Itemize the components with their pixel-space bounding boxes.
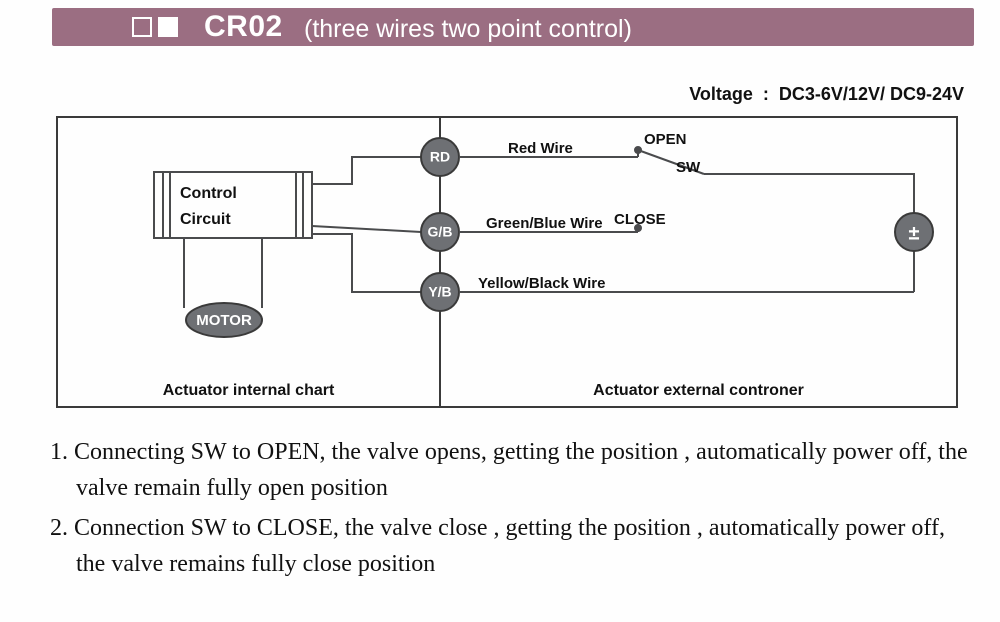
notes-block: 1. Connecting SW to OPEN, the valve open… (24, 434, 974, 586)
power-symbol: ± (909, 222, 920, 244)
close-label: CLOSE (614, 211, 666, 228)
motor-label: MOTOR (196, 312, 252, 329)
voltage-line: Voltage : DC3-6V/12V/ DC9-24V (689, 84, 964, 105)
title-bar: CR02 (three wires two point control) (52, 8, 974, 46)
title-subtitle: (three wires two point control) (304, 12, 632, 46)
square-icon (132, 17, 152, 37)
note-1: 1. Connecting SW to OPEN, the valve open… (24, 434, 974, 506)
note-2: 2. Connection SW to CLOSE, the valve clo… (24, 510, 974, 582)
rd-tag: RD (430, 149, 450, 165)
voltage-label: Voltage (689, 84, 753, 104)
yb-tag: Y/B (428, 284, 451, 300)
control-label-2: Circuit (180, 211, 231, 228)
title-code: CR02 (204, 8, 283, 46)
gb-wire-label: Green/Blue Wire (486, 215, 603, 232)
rd-wire-label: Red Wire (508, 140, 573, 157)
square-filled-icon (158, 17, 178, 37)
gb-tag: G/B (428, 224, 453, 240)
yb-wire-label: Yellow/Black Wire (478, 275, 605, 292)
open-label: OPEN (644, 131, 687, 148)
voltage-value: DC3-6V/12V/ DC9-24V (779, 84, 964, 104)
wiring-diagram: Control Circuit MOTOR RD G/B Y/B (52, 112, 962, 412)
external-chart-label: Actuator external controner (593, 382, 804, 399)
switch-label: SW (676, 159, 701, 176)
control-label-1: Control (180, 185, 237, 202)
page-root: CR02 (three wires two point control) Vol… (0, 0, 1000, 622)
internal-chart-label: Actuator internal chart (163, 382, 335, 399)
